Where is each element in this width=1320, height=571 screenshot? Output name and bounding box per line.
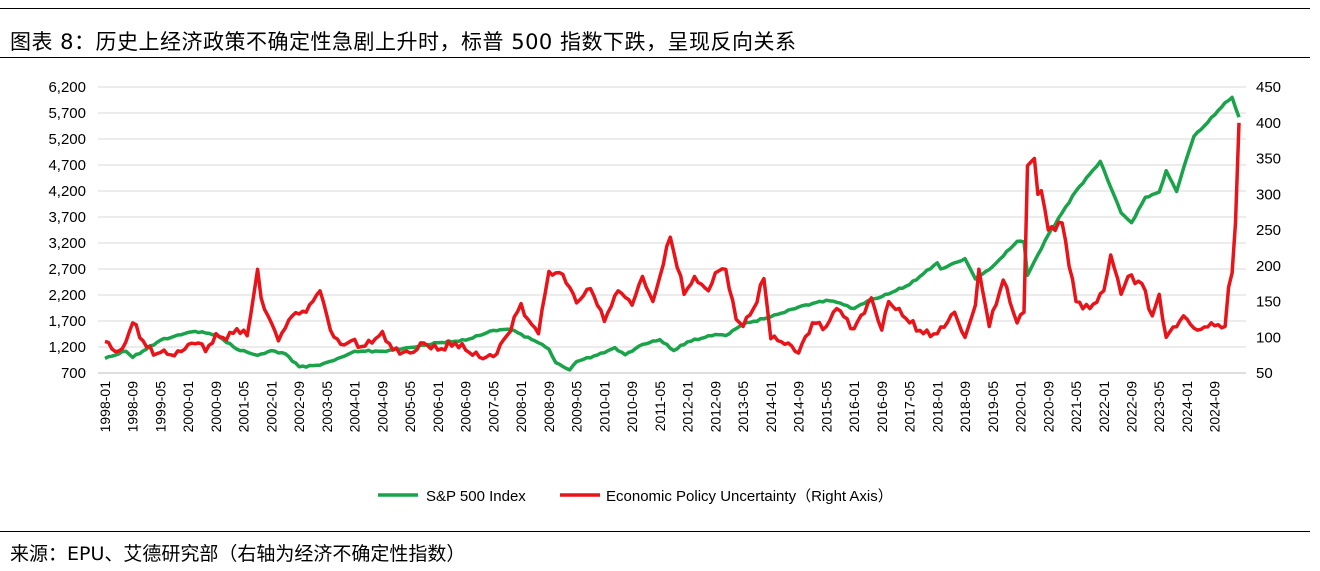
legend-label-sp500: S&P 500 Index [426, 488, 526, 505]
x-tick-label: 2024-09 [1207, 381, 1223, 433]
x-tick-label: 1999-05 [152, 381, 168, 433]
x-tick-label: 2006-09 [458, 381, 474, 433]
right-tick-label: 150 [1256, 294, 1281, 311]
right-tick-label: 250 [1256, 222, 1281, 239]
left-tick-label: 4,700 [48, 157, 86, 174]
left-tick-label: 4,200 [48, 183, 86, 200]
x-tick-label: 2020-09 [1040, 381, 1056, 433]
right-tick-label: 100 [1256, 329, 1281, 346]
left-tick-label: 700 [61, 365, 86, 382]
x-tick-label: 2022-09 [1123, 381, 1139, 433]
x-tick-label: 2012-01 [680, 381, 696, 433]
source-note: 来源：EPU、艾德研究部（右轴为经济不确定性指数） [10, 543, 466, 565]
x-tick-label: 2005-05 [402, 381, 418, 433]
left-tick-label: 3,200 [48, 235, 86, 252]
x-tick-label: 2008-09 [541, 381, 557, 433]
chart: 700 1,200 1,700 2,200 2,700 3,200 3,700 4,200 4,… [48, 79, 1281, 505]
top-rule [0, 8, 1310, 9]
right-tick-label: 350 [1256, 151, 1281, 168]
right-tick-label: 200 [1256, 258, 1281, 275]
x-tick-label: 2010-09 [624, 381, 640, 433]
x-tick-label: 2008-01 [513, 381, 529, 433]
right-tick-label: 300 [1256, 186, 1281, 203]
bottom-rule [0, 531, 1310, 532]
left-tick-label: 3,700 [48, 209, 86, 226]
title-rule [0, 57, 1310, 58]
x-tick-label: 2016-09 [874, 381, 890, 433]
x-tick-label: 2007-05 [485, 381, 501, 433]
left-tick-label: 1,700 [48, 313, 86, 330]
x-tick-label: 2022-01 [1096, 381, 1112, 433]
x-tick-label: 2018-01 [929, 381, 945, 433]
x-tick-label: 2014-01 [763, 381, 779, 433]
x-tick-label: 2009-05 [569, 381, 585, 433]
x-tick-label: 2015-05 [818, 381, 834, 433]
legend-label-epu: Economic Policy Uncertainty（Right Axis） [606, 488, 893, 505]
sp500-series-line [104, 95, 1241, 372]
right-tick-label: 400 [1256, 115, 1281, 132]
epu-series-line [104, 122, 1241, 361]
x-tick-label: 2016-01 [846, 381, 862, 433]
x-tick-label: 2004-09 [374, 381, 390, 433]
right-tick-label: 50 [1256, 365, 1273, 382]
left-tick-label: 1,200 [48, 339, 86, 356]
x-tick-label: 2020-01 [1013, 381, 1029, 433]
left-tick-label: 2,200 [48, 287, 86, 304]
left-axis-tick-labels: 700 1,200 1,700 2,200 2,700 3,200 3,700 4,200 4,… [48, 79, 86, 382]
x-tick-label: 2000-01 [180, 381, 196, 433]
right-tick-label: 450 [1256, 79, 1281, 96]
x-tick-label: 2021-05 [1068, 381, 1084, 433]
page-title: 图表 8：历史上经济政策不确定性急剧上升时，标普 500 指数下跌，呈现反向关系 [10, 30, 797, 54]
x-tick-label: 2000-09 [208, 381, 224, 433]
x-tick-label: 2014-09 [791, 381, 807, 433]
x-tick-label: 2004-01 [347, 381, 363, 433]
x-tick-label: 1998-01 [97, 381, 113, 433]
x-tick-label: 2002-01 [263, 381, 279, 433]
x-tick-label: 2017-05 [902, 381, 918, 433]
grid-lines [98, 86, 1246, 348]
left-tick-label: 6,200 [48, 79, 86, 96]
x-tick-label: 2012-09 [707, 381, 723, 433]
legend: S&P 500 Index Economic Policy Uncertaint… [378, 488, 893, 505]
x-tick-label: 2002-09 [291, 381, 307, 433]
x-tick-label: 2013-05 [735, 381, 751, 433]
right-axis-tick-labels: 50 100 150 200 250 300 350 400 450 [1256, 79, 1281, 382]
x-axis-tick-labels: 1998-01 1998-09 1999-05 2000-01 2000-09 2001-… [97, 381, 1223, 433]
x-tick-label: 2018-09 [957, 381, 973, 433]
x-tick-label: 2010-01 [596, 381, 612, 433]
left-tick-label: 2,700 [48, 261, 86, 278]
x-tick-label: 1998-09 [125, 381, 141, 433]
left-tick-label: 5,200 [48, 131, 86, 148]
x-tick-label: 2019-05 [985, 381, 1001, 433]
x-tick-label: 2003-05 [319, 381, 335, 433]
x-tick-label: 2006-01 [430, 381, 446, 433]
left-tick-label: 5,700 [48, 105, 86, 122]
x-tick-label: 2001-05 [236, 381, 252, 433]
x-tick-label: 2023-05 [1151, 381, 1167, 433]
x-tick-label: 2024-01 [1179, 381, 1195, 433]
x-tick-label: 2011-05 [652, 381, 668, 432]
